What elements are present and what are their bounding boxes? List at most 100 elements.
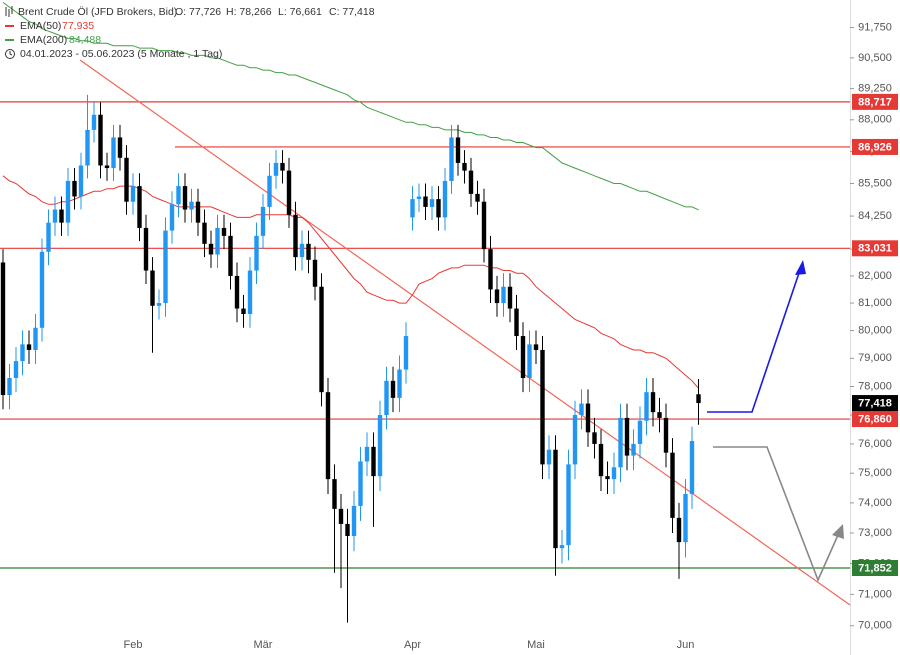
candle-body	[624, 417, 630, 456]
candle-body	[546, 449, 552, 465]
candle-body	[442, 180, 448, 218]
candle-body	[20, 344, 25, 362]
date-range: 04.01.2023 - 05.06.2023 (5 Monate , 1 Ta…	[20, 48, 222, 60]
y-tick-label: 89,250	[858, 83, 892, 95]
candle-body	[488, 249, 493, 290]
candle-body	[215, 227, 220, 255]
arrow-head-up	[795, 260, 806, 275]
levels	[0, 101, 850, 569]
candle-body	[52, 209, 58, 223]
candle-body	[397, 369, 402, 398]
candle-body	[507, 286, 513, 309]
x-tick-label: Mär	[254, 639, 273, 651]
legend-label: EMA(50)	[20, 20, 61, 32]
candle-body	[514, 308, 519, 337]
candle-body	[338, 508, 344, 524]
candle-body	[91, 114, 97, 130]
candle-body	[150, 270, 155, 306]
candle-body	[689, 441, 695, 494]
candle-body	[7, 378, 12, 396]
candle-body	[267, 175, 272, 207]
legend-value: 84,488	[69, 34, 101, 46]
candle-body	[182, 186, 188, 210]
candle-body	[403, 336, 409, 370]
projection-arrow-up	[707, 269, 801, 413]
x-tick-label: Feb	[124, 639, 143, 651]
candle-body	[540, 349, 545, 465]
candle-body	[449, 137, 454, 181]
candle-body	[78, 165, 84, 197]
candle-body	[228, 235, 233, 276]
level-label: 83,031	[858, 243, 892, 255]
candle-body	[598, 443, 604, 477]
candle-body	[156, 303, 162, 306]
level-label-box	[852, 93, 898, 110]
candle-body	[585, 403, 591, 433]
instrument-title: Brent Crude Öl (JFD Brokers, Bid)	[18, 6, 177, 18]
candle-body	[104, 165, 110, 169]
candle-body	[137, 186, 142, 228]
candle-body	[39, 251, 45, 328]
candle-body	[611, 467, 617, 480]
candle-body	[221, 227, 227, 236]
last-price-label: 77,418	[858, 397, 892, 409]
legend-label: EMA(200)	[20, 34, 67, 46]
candle-body	[481, 201, 487, 250]
y-tick-label: 88,000	[858, 114, 892, 126]
candle-body	[670, 452, 675, 518]
ohlc-high: H: 78,266	[226, 6, 272, 18]
candle-body	[280, 162, 285, 171]
y-tick-label: 85,500	[858, 177, 892, 189]
candle-body	[195, 201, 201, 223]
candle-body	[325, 392, 331, 480]
y-tick-label: 70,000	[858, 620, 892, 632]
candle-body	[358, 461, 363, 506]
candle-body	[85, 129, 90, 166]
candle-body	[605, 476, 610, 480]
candle-body	[390, 380, 396, 398]
level-label-box	[852, 560, 898, 577]
candle-body	[273, 162, 279, 176]
candle-body	[117, 137, 123, 158]
candle-body	[384, 380, 389, 416]
candle-body	[436, 199, 441, 218]
y-tick-label: 76,000	[858, 438, 892, 450]
ohlc-low: L: 76,661	[278, 6, 322, 18]
candle-body	[0, 262, 6, 396]
candle-body	[306, 243, 311, 260]
y-tick-label: 73,000	[858, 527, 892, 539]
y-tick-label: 71,000	[858, 588, 892, 600]
candle-body	[299, 243, 305, 258]
candle-body	[377, 415, 383, 477]
candle-body	[637, 420, 643, 444]
candle-body	[169, 204, 175, 231]
candle-body	[208, 243, 214, 255]
candle-body	[566, 464, 571, 546]
projection-arrow-alt	[713, 446, 839, 583]
level-label: 71,852	[858, 562, 892, 574]
candle-body	[247, 270, 253, 315]
candle-body	[176, 186, 181, 205]
candle-body	[13, 361, 19, 379]
candle-body	[527, 344, 532, 379]
candle-body	[494, 289, 500, 304]
y-tick-label: 84,250	[858, 210, 892, 222]
candle-body	[286, 170, 292, 215]
candle-body	[501, 286, 506, 304]
y-tick-label: 75,000	[858, 467, 892, 479]
candle-body	[520, 336, 526, 379]
candle-body	[676, 517, 682, 543]
ema-line	[2, 175, 699, 389]
candle-body	[429, 199, 435, 207]
level-label-box	[852, 411, 898, 428]
clock-icon	[5, 49, 15, 59]
candle-body	[657, 412, 662, 418]
arrow-head-alt	[832, 524, 844, 539]
trendline	[79, 59, 851, 606]
header: Brent Crude Öl (JFD Brokers, Bid) O: 77,…	[5, 6, 375, 60]
last-price-box	[852, 395, 898, 412]
clock-hands	[9, 51, 13, 56]
candle-body	[130, 186, 136, 202]
ema-lines	[2, 1, 699, 389]
